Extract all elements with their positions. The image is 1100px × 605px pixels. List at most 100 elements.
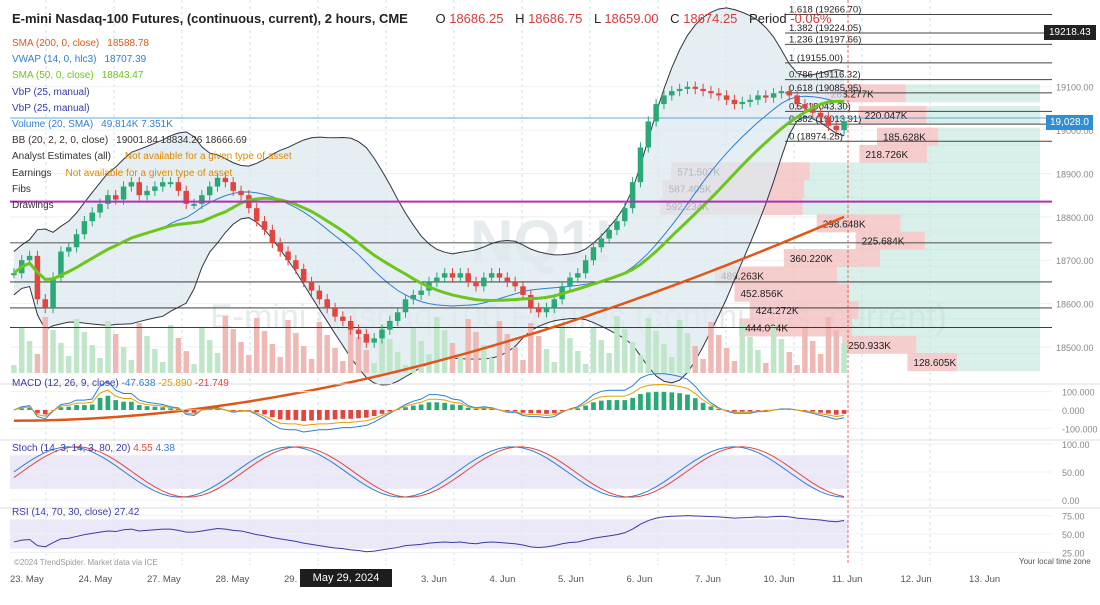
indicator-row[interactable]: Fibs — [12, 182, 292, 198]
volume-bar — [473, 332, 479, 373]
fib-level-label: 1.236 (19197.66) — [789, 34, 861, 45]
macd-histogram-bar — [160, 407, 166, 410]
candle-body — [81, 221, 88, 235]
candle-body — [825, 117, 832, 126]
time-tick-label: 5. Jun — [558, 574, 584, 585]
macd-histogram-bar — [677, 393, 682, 410]
macd-histogram-bar — [230, 410, 236, 412]
candle-body — [214, 177, 221, 187]
volume-bar — [144, 336, 150, 373]
fib-level-label: 0 (18974.25) — [789, 131, 843, 142]
macd-histogram-bar — [58, 407, 64, 410]
volume-bar — [465, 319, 471, 373]
candle-body — [504, 277, 511, 282]
vbp-label: 250.933K — [848, 341, 891, 352]
candle-body — [731, 99, 738, 105]
time-tick-label: 24. May — [79, 574, 113, 585]
candle-body — [418, 290, 424, 295]
indicator-row[interactable]: SMA (50, 0, close) 18843.47 — [12, 68, 292, 84]
macd-histogram-bar — [536, 410, 541, 414]
candle-body — [167, 182, 174, 185]
candle-body — [802, 104, 808, 109]
volume-bar — [191, 364, 197, 373]
indicator-row[interactable]: Analyst Estimates (all) Not available for… — [12, 149, 292, 165]
volume-bar — [543, 349, 550, 373]
macd-histogram-bar — [544, 410, 549, 414]
candle-body — [293, 260, 299, 269]
price-tick-label: 19000.00 — [1056, 126, 1094, 136]
volume-bar — [300, 346, 307, 373]
stoch-label[interactable]: Stoch (14, 3, 14, 3, 80, 20) 4.55 4.38 — [12, 443, 175, 454]
candle-body — [58, 251, 64, 278]
panel-tick-label: 0.000 — [1062, 406, 1085, 416]
bb-upper — [13, 7, 845, 256]
stoch-panel: 100.00 50.00 0.00 — [0, 439, 1100, 506]
candle-body — [253, 208, 260, 222]
indicator-row[interactable]: VbP (25, manual) — [12, 85, 292, 101]
candle-body — [841, 121, 847, 131]
vbp-bar-red — [783, 249, 880, 268]
timezone-label[interactable]: Your local time zone — [1019, 557, 1091, 566]
indicator-row[interactable]: Volume (20, SMA) 49.814K 7.351K — [12, 117, 292, 133]
candle-body — [222, 177, 229, 183]
price-tick-label: 18700.00 — [1056, 256, 1094, 266]
indicator-row[interactable]: VbP (25, manual) — [12, 101, 292, 117]
indicator-row[interactable]: Drawings — [12, 198, 292, 214]
macd-histogram-bar — [35, 410, 40, 414]
fib-level-label: 0.786 (19116.32) — [789, 70, 861, 81]
indicator-row[interactable]: Earnings Not available for a given type o… — [12, 166, 292, 182]
macd-label[interactable]: MACD (12, 26, 9, close) -47.638 -25.890 … — [12, 378, 229, 389]
macd-histogram-bar — [528, 410, 534, 414]
candle-body — [684, 86, 691, 89]
macd-histogram-bar — [426, 402, 432, 410]
candle-body — [676, 88, 683, 92]
macd-signal-line — [13, 384, 845, 426]
volume-bar — [324, 335, 330, 373]
chart-canvas[interactable]: E-mini Nasdaq-100 Futures (continuous, c… — [0, 0, 1100, 592]
volume-bar — [669, 357, 675, 373]
volume-bar — [340, 361, 346, 373]
candle-body — [496, 273, 503, 278]
macd-histogram-bar — [301, 410, 307, 421]
indicator-name: Volume (20, SMA) — [12, 119, 94, 131]
vbp-label: 452.856K — [740, 289, 783, 300]
macd-histogram-bar — [82, 405, 87, 410]
macd-histogram-bar — [653, 391, 659, 410]
macd-histogram-bar — [826, 410, 831, 414]
macd-histogram-bar — [277, 410, 283, 420]
fib-retracement: 1.618 (19266.70) 1.382 (19224.05)1.236 (1… — [10, 4, 1052, 328]
volume-bar — [457, 356, 464, 373]
candle-body — [175, 182, 182, 191]
indicator-row[interactable]: BB (20, 2, 2, 0, close) 19001.84 18834.26… — [12, 133, 292, 149]
indicator-legend[interactable]: SMA (200, 0, close) 18588.78 VWAP (14, 0, … — [12, 36, 292, 214]
volume-bar — [817, 354, 824, 373]
vbp-label: 283.277K — [831, 89, 874, 100]
candle-body — [144, 190, 150, 196]
macd-histogram-bar — [97, 397, 103, 410]
candle-body — [488, 273, 495, 278]
macd-histogram-bar — [136, 405, 142, 410]
candle-body — [11, 273, 17, 276]
macd-histogram-bar — [645, 392, 651, 410]
vbp-label: 444.004K — [745, 323, 788, 334]
macd-histogram-bar — [191, 410, 197, 413]
volume-bar — [810, 341, 816, 373]
candle-body — [300, 268, 307, 282]
indicator-row[interactable]: VWAP (14, 0, hlc3) 18707.39 — [12, 52, 292, 68]
volume-bar — [167, 325, 174, 373]
candle-body — [520, 286, 526, 295]
volume-bar — [692, 346, 699, 373]
volume-bar — [120, 347, 127, 373]
volume-bar — [206, 340, 213, 373]
rsi-label[interactable]: RSI (14, 70, 30, close) 27.42 — [12, 507, 140, 518]
volume-bar — [34, 354, 41, 373]
candle-body — [481, 277, 487, 287]
macd-histogram-bar — [747, 410, 753, 412]
volume-bar — [418, 341, 424, 373]
indicator-row[interactable]: SMA (200, 0, close) 18588.78 — [12, 36, 292, 52]
volume-bar — [89, 345, 95, 373]
volume-bar — [629, 342, 636, 373]
volume-bar — [269, 344, 276, 373]
vbp-label: 298.648K — [823, 219, 866, 230]
vbp-bar-red — [749, 301, 859, 320]
